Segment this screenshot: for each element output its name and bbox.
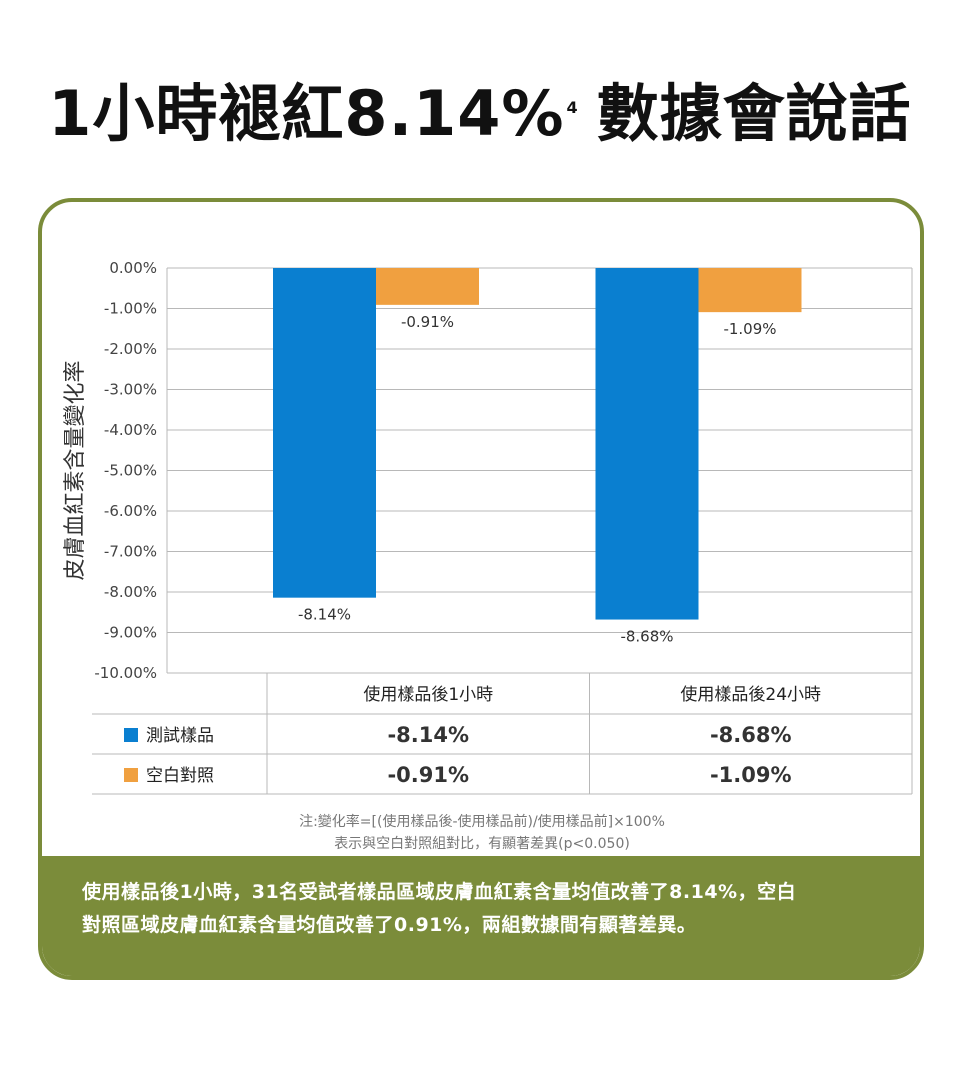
table-value: -8.14%	[387, 723, 469, 747]
legend-label: 測試樣品	[146, 726, 214, 746]
table-value: -0.91%	[387, 763, 469, 787]
y-tick-label: -1.00%	[104, 300, 157, 318]
bar-test-1	[273, 268, 376, 598]
chart-card: 0.00% -1.00% -2.00% -3.00% -4.00% -5.00% -6.00…	[38, 198, 924, 980]
y-tick-label: -8.00%	[104, 583, 157, 601]
y-axis-label: 皮膚血紅素含量變化率	[63, 360, 88, 580]
data-label: -1.09%	[723, 320, 776, 338]
y-tick-label: -9.00%	[104, 624, 157, 642]
y-tick-label: -3.00%	[104, 381, 157, 399]
y-tick-label: 0.00%	[109, 259, 157, 277]
y-tick-label: -2.00%	[104, 340, 157, 358]
data-label: -8.14%	[298, 606, 351, 624]
table-value: -1.09%	[710, 763, 792, 787]
bar-control-2	[698, 268, 802, 313]
legend-swatch	[124, 728, 138, 742]
summary-line-1: 使用樣品後1小時，31名受試者樣品區域皮膚血紅素含量均值改善了8.14%，空白	[82, 881, 797, 903]
page-title: 1小時褪紅8.14% 4 數據會說話	[0, 66, 960, 162]
summary-line-2: 對照區域皮膚血紅素含量均值改善了0.91%，兩組數據間有顯著差異。	[82, 914, 697, 936]
formula-note: 注:變化率=[(使用樣品後-使用樣品前)/使用樣品前]×100%	[299, 813, 665, 830]
data-label: -8.68%	[620, 628, 673, 646]
y-tick-label: -6.00%	[104, 502, 157, 520]
x-category-label: 使用樣品後1小時	[363, 684, 493, 705]
legend-swatch	[124, 768, 138, 782]
y-tick-label: -5.00%	[104, 462, 157, 480]
bar-control-1	[376, 268, 479, 305]
bar-test-2	[595, 268, 699, 620]
legend-label: 空白對照	[146, 766, 214, 786]
bar-chart: 0.00% -1.00% -2.00% -3.00% -4.00% -5.00% -6.00…	[63, 259, 913, 852]
summary-footer: 使用樣品後1小時，31名受試者樣品區域皮膚血紅素含量均值改善了8.14%，空白 …	[42, 856, 920, 976]
y-tick-label: -10.00%	[94, 664, 157, 682]
data-label: -0.91%	[401, 313, 454, 331]
y-tick-label: -4.00%	[104, 421, 157, 439]
x-category-label: 使用樣品後24小時	[680, 684, 821, 705]
y-tick-label: -7.00%	[104, 543, 157, 561]
title-superscript: 4	[566, 98, 579, 117]
title-main: 1小時褪紅8.14%	[48, 77, 565, 150]
table-value: -8.68%	[710, 723, 792, 747]
significance-note: 表示與空白對照組對比，有顯著差異(p<0.050)	[334, 836, 630, 852]
title-tail: 數據會說話	[596, 77, 912, 150]
